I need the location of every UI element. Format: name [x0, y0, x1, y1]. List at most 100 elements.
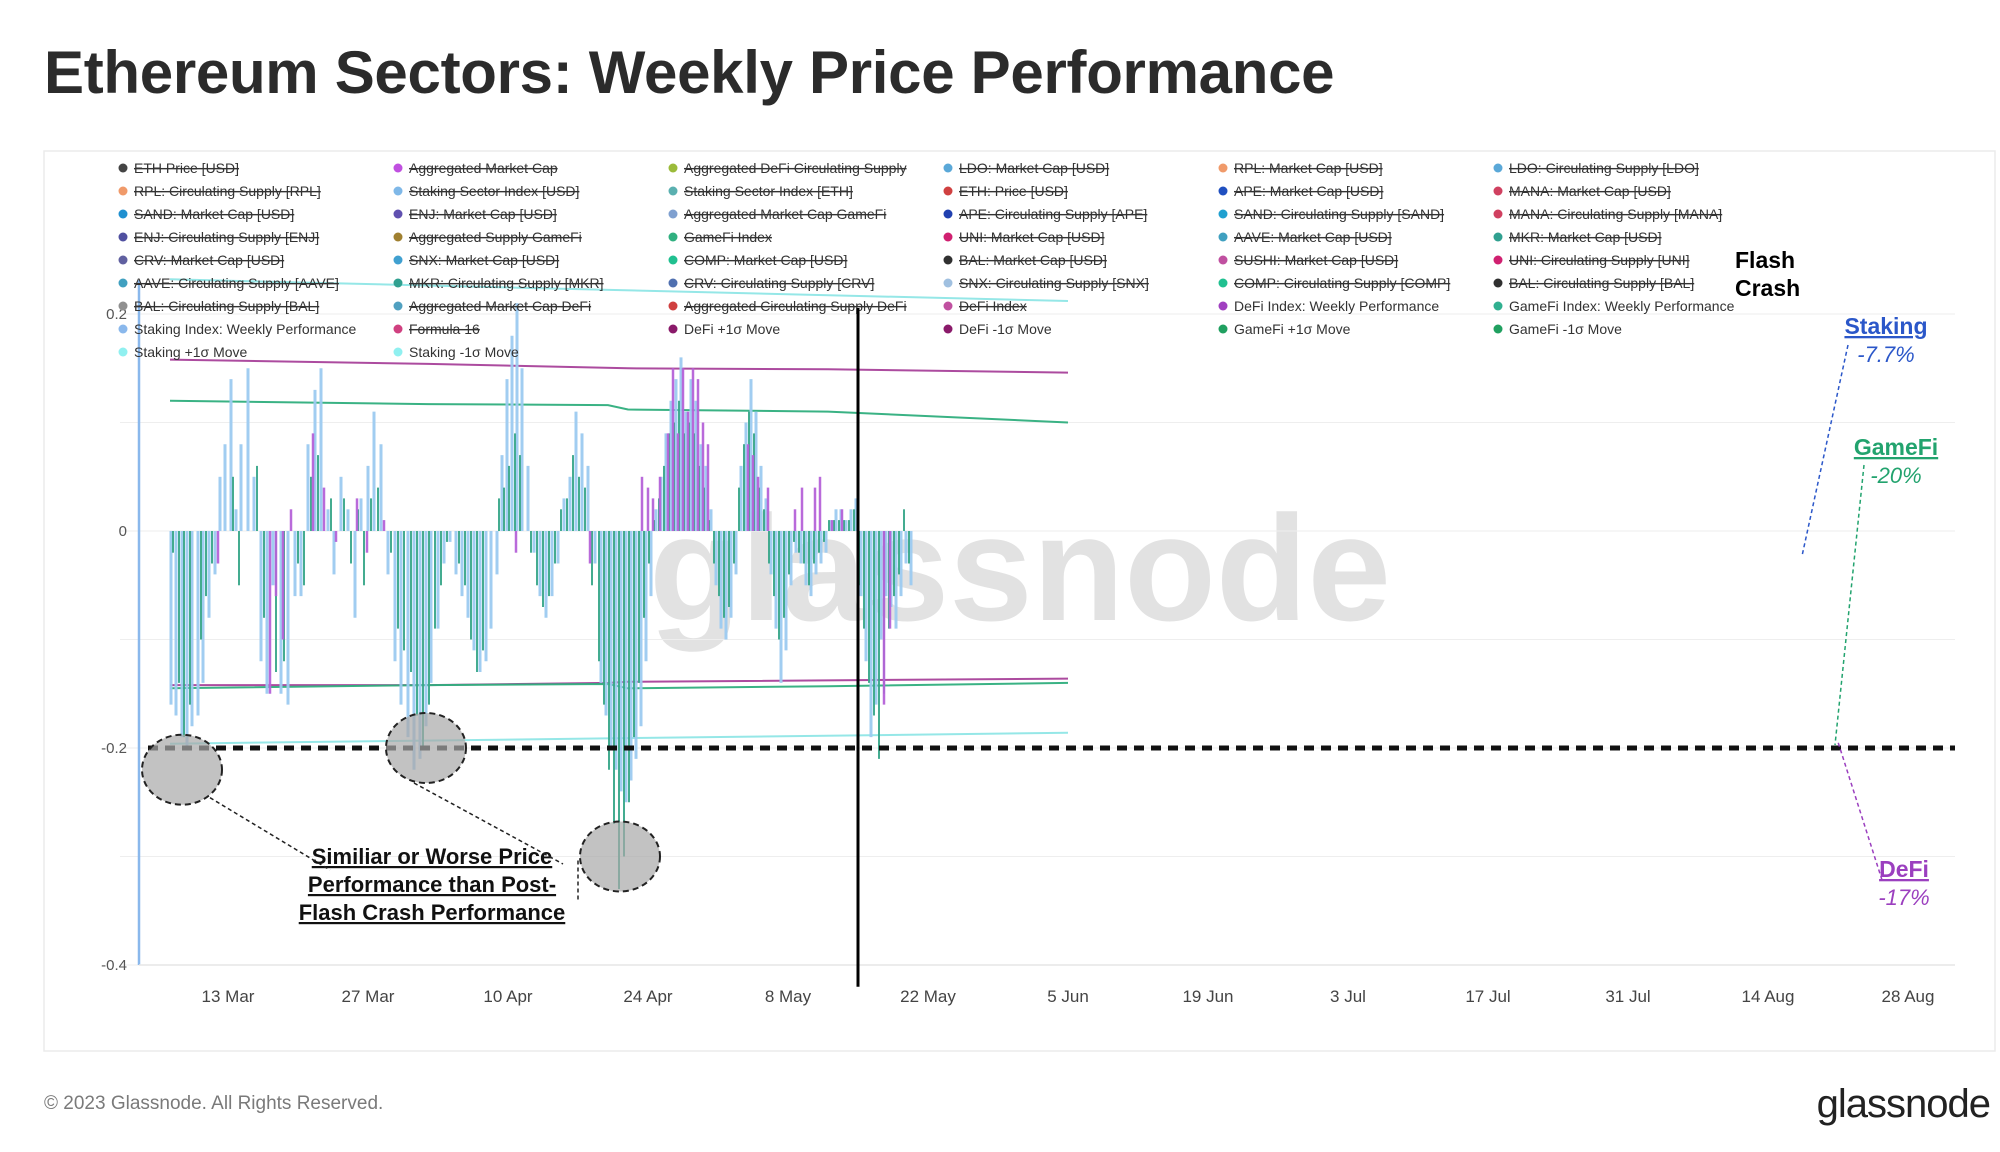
legend-label: LDO: Circulating Supply [LDO] [1509, 160, 1699, 176]
legend-item[interactable]: LDO: Circulating Supply [LDO] [1493, 160, 1699, 176]
x-tick-label: 13 Mar [202, 987, 255, 1006]
legend-item[interactable]: MKR: Circulating Supply [MKR] [393, 275, 604, 291]
legend-label: RPL: Market Cap [USD] [1234, 160, 1383, 176]
legend-label: GameFi Index: Weekly Performance [1509, 298, 1735, 314]
band-line [169, 278, 1069, 302]
legend-item[interactable]: AAVE: Circulating Supply [AAVE] [118, 275, 339, 291]
legend-item[interactable]: BAL: Market Cap [USD] [943, 252, 1107, 268]
legend-item[interactable]: Aggregated Supply GameFi [393, 229, 582, 245]
legend-swatch [1218, 209, 1228, 219]
legend-swatch [943, 255, 953, 265]
legend-item[interactable]: Staking Sector Index [USD] [393, 183, 580, 199]
legend-label: SNX: Market Cap [USD] [409, 252, 559, 268]
legend-item[interactable]: SAND: Circulating Supply [SAND] [1218, 206, 1445, 222]
legend-label: COMP: Circulating Supply [COMP] [1234, 275, 1450, 291]
legend-label: BAL: Circulating Supply [BAL] [1509, 275, 1694, 291]
legend-label: SUSHI: Market Cap [USD] [1234, 252, 1398, 268]
legend-item[interactable]: SNX: Market Cap [USD] [393, 252, 560, 268]
legend-item[interactable]: ETH: Price [USD] [943, 183, 1068, 199]
legend-label: Staking Index: Weekly Performance [134, 321, 357, 337]
legend-item[interactable]: CRV: Market Cap [USD] [118, 252, 285, 268]
legend-item[interactable]: GameFi Index [668, 229, 772, 245]
legend-label: UNI: Market Cap [USD] [959, 229, 1104, 245]
legend-label: MKR: Market Cap [USD] [1509, 229, 1661, 245]
footer-copyright: © 2023 Glassnode. All Rights Reserved. [44, 1093, 384, 1114]
legend-swatch [118, 347, 128, 357]
legend-item[interactable]: Staking -1σ Move [393, 344, 520, 360]
legend-item[interactable]: COMP: Market Cap [USD] [668, 252, 848, 268]
legend-item[interactable]: AAVE: Market Cap [USD] [1218, 229, 1392, 245]
legend-item[interactable]: DeFi Index [943, 298, 1027, 314]
legend-swatch [668, 324, 678, 334]
legend-item[interactable]: Staking Sector Index [ETH] [668, 183, 853, 199]
legend-label: Aggregated Market Cap GameFi [684, 206, 886, 222]
legend-swatch [118, 186, 128, 196]
watermark-text: glassnode [649, 484, 1391, 652]
legend-item[interactable]: ENJ: Circulating Supply [ENJ] [118, 229, 320, 245]
legend-item[interactable]: DeFi Index: Weekly Performance [1218, 298, 1440, 314]
legend-swatch [1218, 278, 1228, 288]
legend-item[interactable]: Aggregated Market Cap [393, 160, 558, 176]
legend-item[interactable]: RPL: Market Cap [USD] [1218, 160, 1383, 176]
legend-swatch [118, 255, 128, 265]
legend-item[interactable]: SUSHI: Market Cap [USD] [1218, 252, 1399, 268]
legend-swatch [393, 186, 403, 196]
legend-item[interactable]: APE: Circulating Supply [APE] [943, 206, 1148, 222]
end-label-value: -7.7% [1857, 342, 1914, 367]
legend-item[interactable]: Staking +1σ Move [118, 344, 248, 360]
legend-label: SAND: Circulating Supply [SAND] [1234, 206, 1444, 222]
legend-label: CRV: Market Cap [USD] [134, 252, 284, 268]
legend-swatch [943, 163, 953, 173]
legend-item[interactable]: Staking Index: Weekly Performance [118, 321, 357, 337]
legend-swatch [943, 324, 953, 334]
end-label-leader [1837, 741, 1883, 881]
legend-item[interactable]: SAND: Market Cap [USD] [118, 206, 295, 222]
legend-item[interactable]: LDO: Market Cap [USD] [943, 160, 1110, 176]
x-tick-label: 22 May [900, 987, 956, 1006]
legend-swatch [393, 347, 403, 357]
legend-item[interactable]: Aggregated Market Cap DeFi [393, 298, 592, 314]
legend-label: APE: Circulating Supply [APE] [959, 206, 1147, 222]
x-tick-label: 17 Jul [1465, 987, 1510, 1006]
callout-leader [413, 782, 564, 865]
legend-item[interactable]: UNI: Market Cap [USD] [943, 229, 1105, 245]
legend-item[interactable]: Aggregated Circulating Supply DeFi [668, 298, 907, 314]
legend-item[interactable]: GameFi +1σ Move [1218, 321, 1351, 337]
legend-item[interactable]: BAL: Circulating Supply [BAL] [1493, 275, 1695, 291]
legend-swatch [1218, 232, 1228, 242]
legend-item[interactable]: ENJ: Market Cap [USD] [393, 206, 557, 222]
legend-swatch [1218, 301, 1228, 311]
legend-item[interactable]: Formula 16 [393, 321, 481, 337]
legend-label: AAVE: Market Cap [USD] [1234, 229, 1392, 245]
callout-text: Similiar or Worse Price [312, 844, 552, 869]
legend-swatch [668, 301, 678, 311]
legend-item[interactable]: DeFi -1σ Move [943, 321, 1052, 337]
legend-label: RPL: Circulating Supply [RPL] [134, 183, 321, 199]
legend-item[interactable]: GameFi Index: Weekly Performance [1493, 298, 1735, 314]
legend-item[interactable]: Aggregated Market Cap GameFi [668, 206, 887, 222]
legend-item[interactable]: GameFi -1σ Move [1493, 321, 1623, 337]
legend-swatch [393, 255, 403, 265]
legend-item[interactable]: MANA: Circulating Supply [MANA] [1493, 206, 1723, 222]
legend-item[interactable]: RPL: Circulating Supply [RPL] [118, 183, 321, 199]
legend-item[interactable]: DeFi +1σ Move [668, 321, 781, 337]
legend-item[interactable]: COMP: Circulating Supply [COMP] [1218, 275, 1451, 291]
legend-swatch [943, 232, 953, 242]
legend-swatch [1493, 186, 1503, 196]
legend-item[interactable]: Aggregated DeFi Circulating Supply [668, 160, 907, 176]
legend-item[interactable]: MANA: Market Cap [USD] [1493, 183, 1671, 199]
legend-label: Aggregated Supply GameFi [409, 229, 582, 245]
legend-item[interactable]: MKR: Market Cap [USD] [1493, 229, 1662, 245]
legend-swatch [943, 278, 953, 288]
legend-label: Aggregated Market Cap DeFi [409, 298, 591, 314]
footer-logo[interactable]: glassnode [1816, 1082, 1991, 1126]
legend-label: MANA: Market Cap [USD] [1509, 183, 1671, 199]
legend-item[interactable]: APE: Market Cap [USD] [1218, 183, 1384, 199]
legend-item[interactable]: BAL: Circulating Supply [BAL] [118, 298, 320, 314]
legend-item[interactable]: SNX: Circulating Supply [SNX] [943, 275, 1149, 291]
legend-item[interactable]: CRV: Circulating Supply [CRV] [668, 275, 875, 291]
legend-item[interactable]: UNI: Circulating Supply [UNI] [1493, 252, 1690, 268]
legend-label: Aggregated Market Cap [409, 160, 558, 176]
legend-item[interactable]: ETH Price [USD] [118, 160, 240, 176]
legend-swatch [118, 301, 128, 311]
